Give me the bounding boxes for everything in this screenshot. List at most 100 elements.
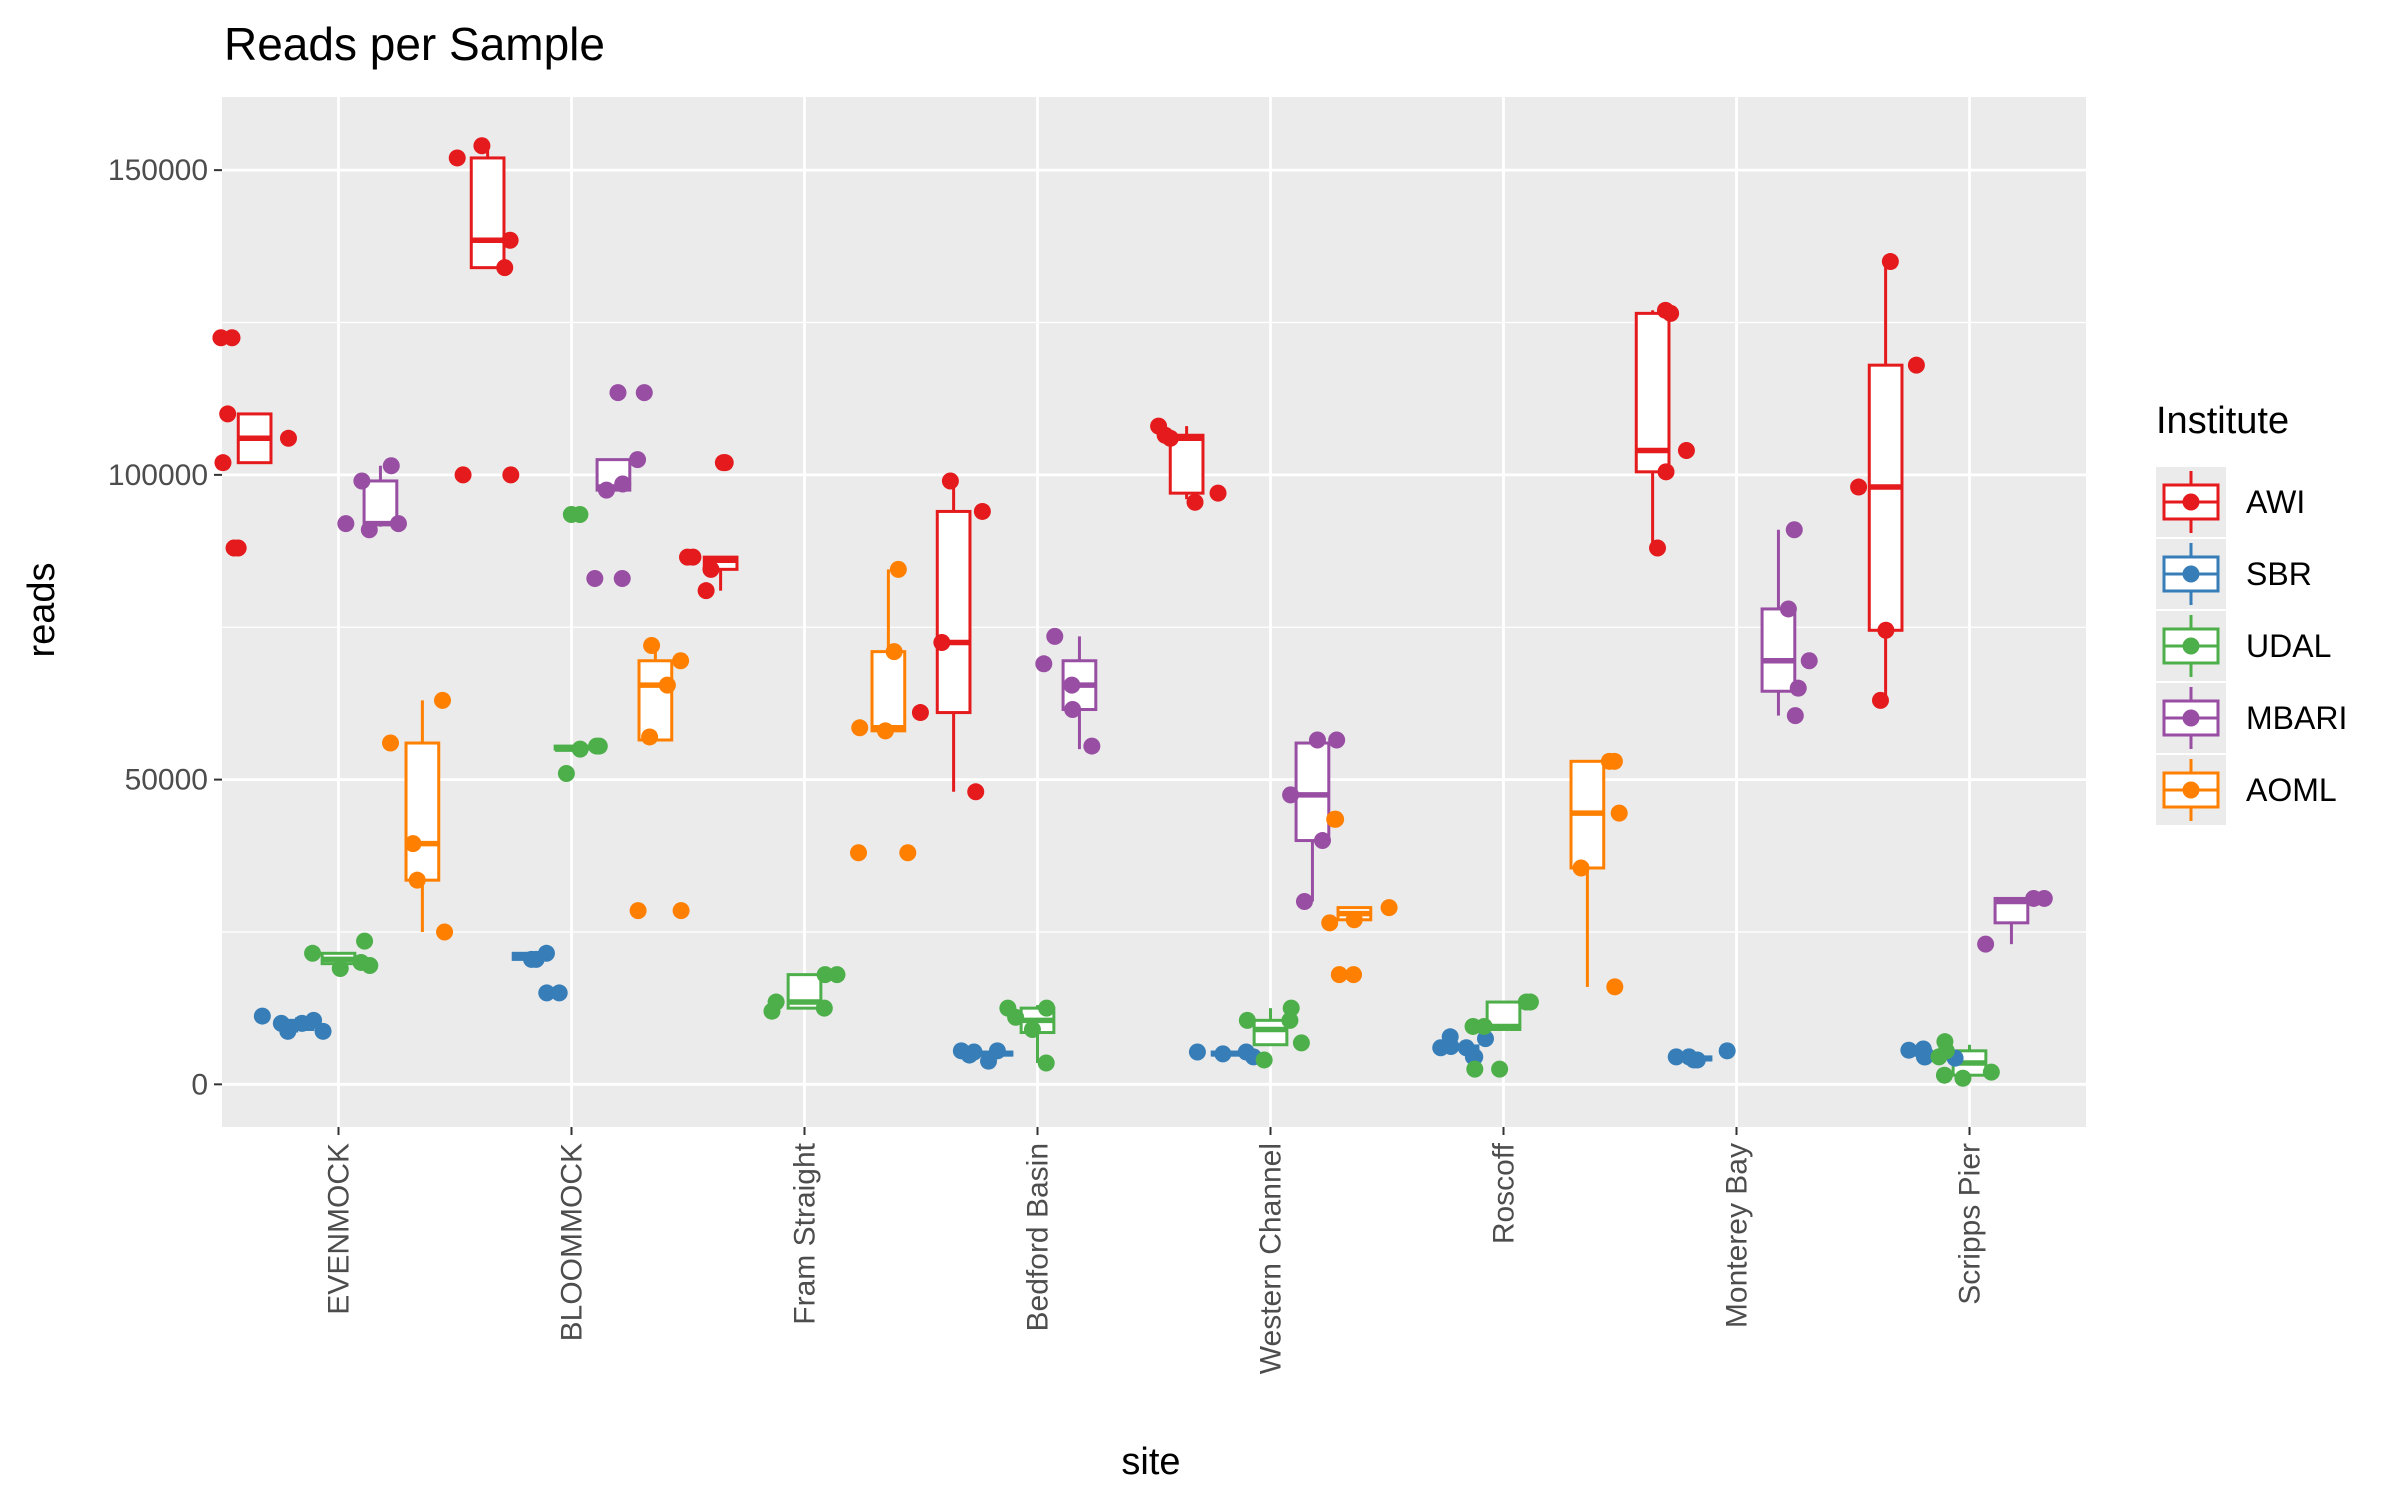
point-mbari [1977,935,1995,953]
point-sbr [305,1011,323,1029]
box-body [1634,311,1671,474]
x-tick-label: Bedford Basin [1022,1143,1055,1331]
point-awi [502,466,520,484]
point-sbr [253,1007,271,1025]
point-mbari [1083,737,1101,755]
point-aoml [1572,859,1590,877]
point-sbr [1188,1043,1206,1061]
box-body [1294,741,1331,843]
point-awi [214,454,232,472]
point-awi [714,454,732,472]
point-awi [212,329,230,347]
box-udal [786,973,823,1010]
point-awi [1907,356,1925,374]
point-udal [331,960,349,978]
point-aoml [672,902,690,920]
point-udal [1464,1017,1482,1035]
point-udal [1954,1069,1972,1087]
box-udal [1485,1000,1522,1031]
point-aoml [1380,899,1398,917]
point-mbari [1789,679,1807,697]
point-awi [1850,478,1868,496]
point-awi [501,231,519,249]
point-sbr [314,1022,332,1040]
point-sbr [272,1014,290,1032]
point-aoml [1326,810,1344,828]
point-aoml [381,734,399,752]
box-awi [1634,310,1671,549]
point-mbari [609,384,627,402]
point-awi [1871,691,1889,709]
point-udal [1238,1011,1256,1029]
box-body [1760,607,1797,693]
point-aoml [641,728,659,746]
point-mbari [1800,652,1818,670]
chart-marks [212,137,2053,1087]
point-mbari [1035,655,1053,673]
point-awi [219,405,237,423]
x-tick-label: Scripps Pier [1954,1143,1987,1305]
point-udal [557,765,575,783]
point-awi [933,633,951,651]
y-tick-label: 100000 [108,459,208,492]
box-awi [236,412,273,465]
point-mbari [2025,889,2043,907]
chart-title: Reads per Sample [224,18,605,70]
x-axis-label: site [1121,1441,1180,1483]
point-mbari [1063,676,1081,694]
point-udal [1982,1063,2000,1081]
point-udal [1037,1054,1055,1072]
point-awi [448,149,466,167]
point-mbari [629,451,647,469]
point-aoml [404,835,422,853]
point-aoml [658,676,676,694]
point-mbari [360,521,378,539]
legend-key-point [2182,637,2200,655]
legend-label: AOML [2246,772,2337,808]
grid-lines [222,97,2086,1127]
point-awi [1156,426,1174,444]
point-awi [1186,493,1204,511]
point-aoml [1330,966,1348,984]
box-body [362,479,399,526]
point-aoml [899,844,917,862]
box-awi [1168,426,1205,500]
point-udal [1255,1051,1273,1069]
point-aoml [672,652,690,670]
point-udal [1281,1011,1299,1029]
point-sbr [1214,1045,1232,1063]
box-awi [702,555,739,591]
point-mbari [382,457,400,475]
box-awi [935,480,972,792]
point-mbari [337,515,355,533]
point-udal [571,740,589,758]
box-body [469,156,506,270]
x-tick-label: Monterey Bay [1721,1143,1754,1328]
legend-label: MBARI [2246,700,2347,736]
point-aoml [1610,804,1628,822]
box-body [1867,363,1904,632]
point-mbari [1786,707,1804,725]
box-body [404,741,441,882]
legend-key-point [2182,565,2200,583]
point-awi [1881,253,1899,271]
box-aoml [1569,759,1606,987]
point-udal [304,944,322,962]
point-aoml [434,691,452,709]
y-tick-label: 50000 [125,764,208,797]
point-udal [1038,999,1056,1017]
point-aoml [851,719,869,737]
point-aoml [1345,911,1363,929]
point-aoml [1605,752,1623,770]
point-udal [1935,1066,1953,1084]
point-udal [571,505,589,523]
box-mbari [362,465,399,527]
point-sbr [538,984,556,1002]
point-sbr [1237,1043,1255,1061]
box-aoml [870,569,907,733]
x-tick-label: Roscoff [1488,1142,1521,1244]
point-udal [816,966,834,984]
point-mbari [1064,701,1082,719]
point-sbr [1916,1045,1934,1063]
